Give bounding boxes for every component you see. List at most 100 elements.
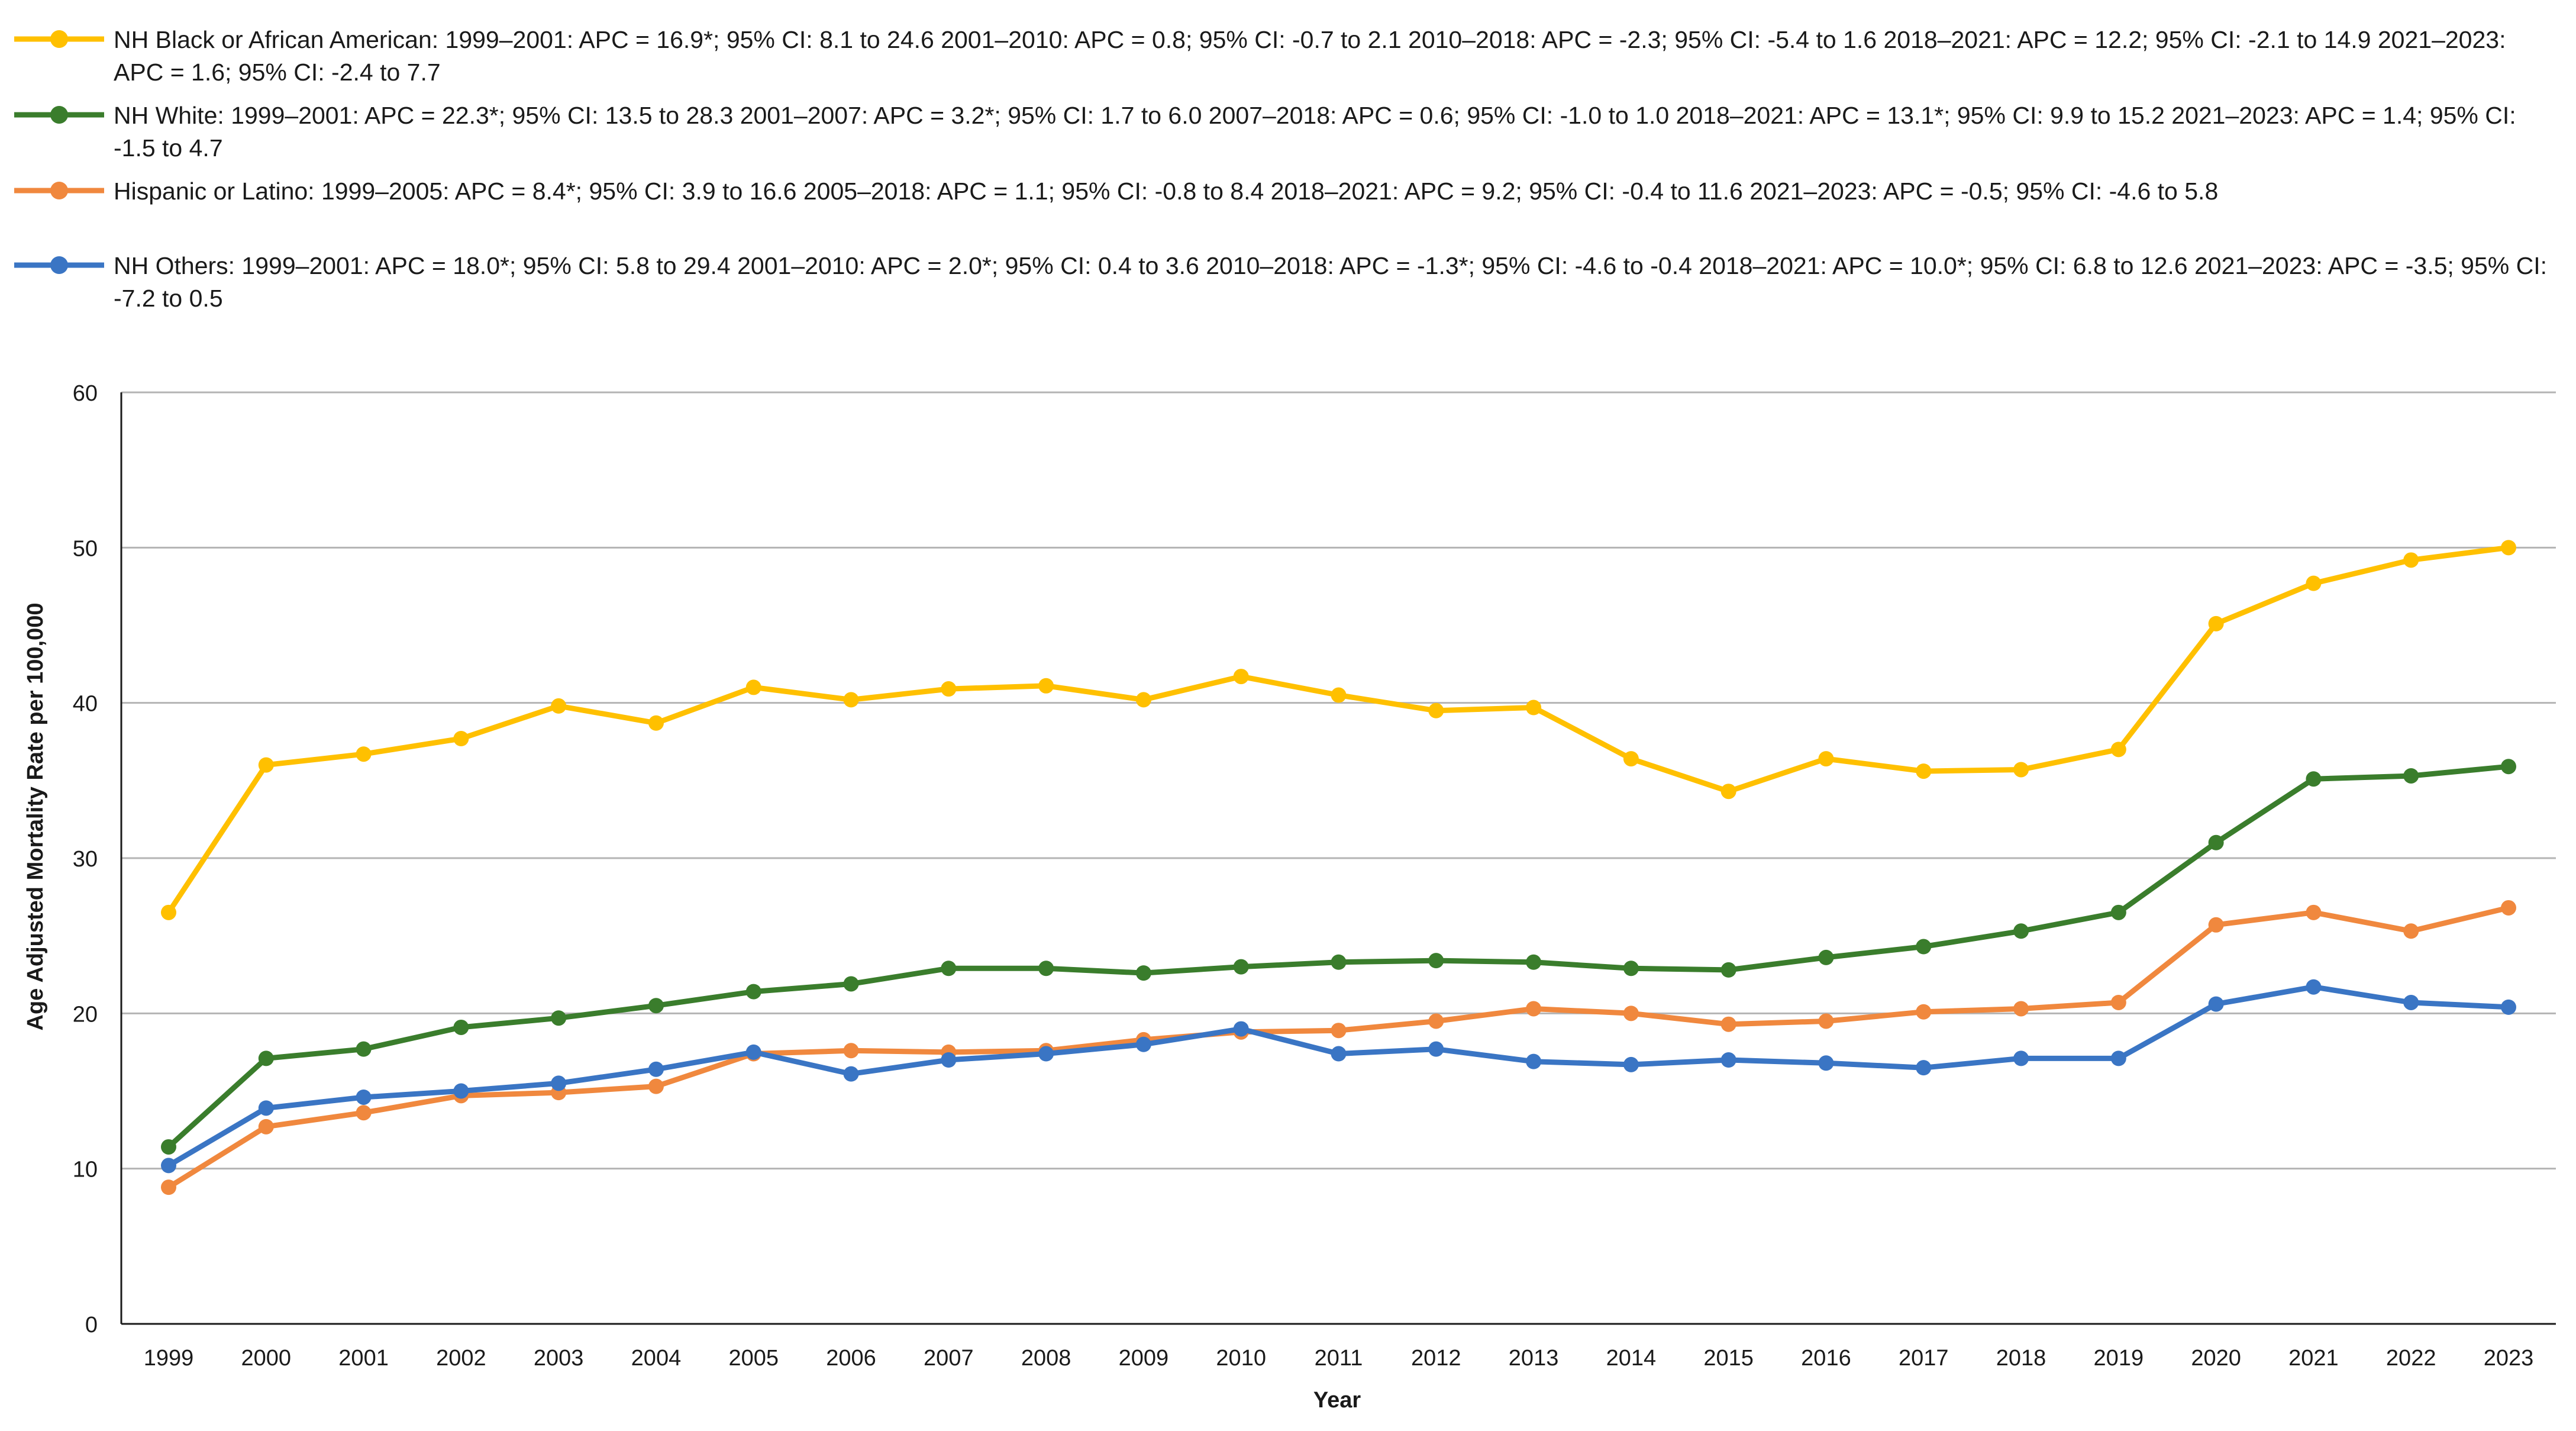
data-point — [1623, 1005, 1639, 1021]
data-point — [2501, 759, 2516, 775]
data-point — [1916, 939, 1932, 955]
data-point — [1916, 763, 1932, 779]
data-point — [2110, 742, 2126, 758]
data-point — [161, 904, 176, 920]
data-point — [1331, 687, 1347, 703]
legend-label-nh-others: NH Others: 1999–2001: APC = 18.0*; 95% C… — [114, 252, 2548, 312]
legend-swatch-hispanic — [14, 182, 104, 199]
data-point — [1720, 1052, 1736, 1068]
data-point — [1720, 962, 1736, 978]
x-tick-label: 2018 — [1996, 1346, 2046, 1371]
y-tick-label: 0 — [85, 1313, 98, 1337]
data-point — [941, 681, 957, 697]
data-point — [2501, 900, 2516, 916]
data-point — [2306, 771, 2322, 787]
data-point — [2208, 996, 2224, 1012]
data-point — [2110, 994, 2126, 1010]
data-point — [161, 1158, 176, 1174]
data-point — [1135, 1036, 1151, 1052]
data-point — [551, 1010, 567, 1026]
data-point — [1720, 1016, 1736, 1032]
x-tick-label: 2001 — [338, 1346, 389, 1371]
data-point — [1526, 1001, 1542, 1017]
data-point — [258, 1119, 274, 1135]
data-point — [941, 1052, 957, 1068]
data-point — [1818, 1055, 1834, 1071]
chart-legend: NH Black or African American: 1999–2001:… — [0, 0, 2576, 331]
data-point — [1526, 1053, 1542, 1069]
data-point — [1135, 965, 1151, 981]
data-point — [1038, 961, 1054, 976]
x-tick-label: 2010 — [1216, 1346, 1266, 1371]
data-point — [2208, 834, 2224, 850]
legend-swatch-nh-white — [14, 106, 104, 124]
data-point — [1526, 700, 1542, 716]
data-point — [2306, 904, 2322, 920]
data-point — [1623, 1056, 1639, 1072]
data-point — [1233, 1021, 1249, 1037]
data-point — [648, 715, 664, 731]
data-point — [2013, 923, 2029, 939]
data-point — [1818, 949, 1834, 965]
y-tick-labels: 0 10 20 30 40 50 60 — [73, 381, 98, 1337]
data-point — [453, 1019, 469, 1035]
legend-label-nh-black: NH Black or African American: 1999–2001:… — [114, 26, 2506, 86]
x-tick-label: 2006 — [826, 1346, 876, 1371]
data-point — [1916, 1060, 1932, 1076]
x-tick-label: 2004 — [631, 1346, 682, 1371]
legend-label-nh-white: NH White: 1999–2001: APC = 22.3*; 95% CI… — [114, 102, 2516, 162]
x-tick-label: 1999 — [144, 1346, 194, 1371]
series-nh-others — [161, 979, 2516, 1174]
data-point — [648, 1078, 664, 1094]
x-tick-label: 2016 — [1801, 1346, 1851, 1371]
data-point — [2403, 923, 2419, 939]
data-point — [1720, 784, 1736, 800]
data-point — [843, 976, 859, 992]
x-tick-label: 2009 — [1119, 1346, 1169, 1371]
data-point — [1623, 751, 1639, 767]
data-point — [2501, 999, 2516, 1015]
x-tick-label: 2021 — [2288, 1346, 2339, 1371]
y-tick-label: 10 — [73, 1158, 98, 1182]
x-tick-label: 2013 — [1509, 1346, 1559, 1371]
legend-swatch-nh-black — [14, 30, 104, 48]
y-tick-label: 60 — [73, 381, 98, 406]
x-tick-label: 2002 — [436, 1346, 486, 1371]
data-point — [356, 1105, 372, 1121]
data-point — [2013, 762, 2029, 778]
data-point — [258, 1100, 274, 1116]
data-point — [2306, 979, 2322, 995]
data-point — [745, 679, 761, 695]
data-point — [1428, 1013, 1444, 1029]
data-point — [2403, 768, 2419, 784]
data-point — [2208, 917, 2224, 933]
data-point — [2110, 904, 2126, 920]
series-nh-black-or-african-american — [161, 540, 2516, 920]
y-tick-label: 30 — [73, 847, 98, 872]
data-point — [1526, 954, 1542, 970]
data-point — [356, 1089, 372, 1105]
data-point — [1916, 1004, 1932, 1020]
y-axis-title: Age Adjusted Mortality Rate per 100,000 — [23, 603, 48, 1031]
y-gridlines — [121, 391, 2556, 1170]
data-point — [1331, 954, 1347, 970]
x-tick-labels: 1999 2000 2001 2002 2003 2004 2005 2006 2007 2008… — [144, 1346, 2534, 1371]
legend-swatch-nh-others — [14, 256, 104, 274]
data-point — [1818, 1013, 1834, 1029]
x-tick-label: 2017 — [1899, 1346, 1949, 1371]
data-point — [1428, 953, 1444, 969]
series-nh-white — [161, 759, 2516, 1155]
x-tick-label: 2022 — [2386, 1346, 2436, 1371]
data-point — [648, 998, 664, 1014]
data-point — [843, 1043, 859, 1059]
data-point — [2306, 575, 2322, 591]
data-point — [1623, 961, 1639, 976]
data-point — [843, 1066, 859, 1082]
data-point — [2110, 1050, 2126, 1066]
data-point — [1233, 669, 1249, 685]
data-point — [2013, 1001, 2029, 1017]
x-tick-label: 2011 — [1315, 1346, 1363, 1371]
data-point — [161, 1179, 176, 1195]
data-point — [1818, 751, 1834, 767]
x-tick-label: 2015 — [1703, 1346, 1754, 1371]
